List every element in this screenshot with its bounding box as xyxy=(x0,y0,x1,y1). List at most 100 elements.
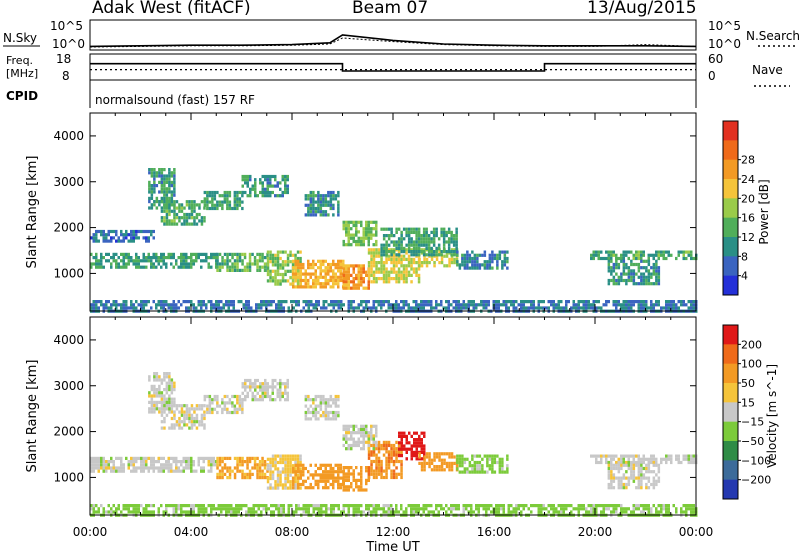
colorbar-segment xyxy=(723,344,738,365)
y-tick-label: 2000 xyxy=(53,221,84,235)
colorbar-tick-label: 200 xyxy=(741,338,762,351)
x-axis-label: Time UT xyxy=(365,540,419,554)
colorbar-tick-label: 50 xyxy=(741,377,755,390)
colorbar-tick-label: 28 xyxy=(741,154,755,167)
colorbar-segment xyxy=(723,441,738,461)
x-tick-label: 00:00 xyxy=(679,525,714,539)
power-region-8 xyxy=(266,250,302,286)
colorbar-frame xyxy=(722,120,739,296)
velocity-ylabel: Slant Range [km] xyxy=(25,360,40,473)
colorbar-tick-label: 15 xyxy=(741,396,755,409)
freq-tick-bottom: 8 xyxy=(62,69,70,83)
velocity-region-1 xyxy=(160,404,206,430)
cpid-label: CPID xyxy=(6,89,38,103)
velocity-region-10 xyxy=(367,440,403,480)
noise-right-label: N.Search xyxy=(746,29,800,43)
velocity-region-9 xyxy=(342,466,370,492)
velocity-region-0 xyxy=(148,372,176,414)
colorbar-tick-label: −200 xyxy=(741,474,771,487)
velocity-region-3 xyxy=(241,378,289,402)
power-region-9 xyxy=(292,259,345,289)
date-title: 13/Aug/2015 xyxy=(587,0,697,18)
velocity-region-2 xyxy=(203,394,244,415)
colorbar-tick-label: 12 xyxy=(741,231,755,244)
x-tick-label: 20:00 xyxy=(578,525,613,539)
x-tick-label: 04:00 xyxy=(174,525,209,539)
noise-series-n-sky xyxy=(89,34,697,48)
power-region-4 xyxy=(304,190,340,217)
power-region-15 xyxy=(456,250,509,270)
frequency-panel: Freq. [MHz] 18 8 60 0 Nave xyxy=(6,52,790,87)
velocity-panel: 1000 2000 3000 4000 00:00 04:00 08:00 12:00 16:0… xyxy=(25,316,779,554)
power-region-16 xyxy=(590,250,698,261)
noise-right-tick-bottom: 10^0 xyxy=(708,37,741,51)
x-tick-label: 00:00 xyxy=(73,525,108,539)
colorbar-tick-label: −15 xyxy=(741,416,764,429)
velocity-region-7 xyxy=(266,454,302,490)
y-tick-label: 4000 xyxy=(53,333,84,347)
y-tick-label: 2000 xyxy=(53,425,84,439)
velocity-region-16 xyxy=(607,463,661,490)
velocity-region-6 xyxy=(216,456,269,480)
noise-left-label: N.Sky xyxy=(3,31,37,45)
y-tick-label: 1000 xyxy=(53,266,84,280)
x-tick-label: 16:00 xyxy=(477,525,512,539)
velocity-region-15 xyxy=(590,454,698,465)
velocity-region-4 xyxy=(304,394,340,421)
y-tick-label: 1000 xyxy=(53,470,84,484)
y-tick-label: 3000 xyxy=(53,379,84,393)
power-colorbar-label: Power [dB] xyxy=(757,179,771,244)
x-tick-label: 08:00 xyxy=(275,525,310,539)
colorbar-tick-label: 24 xyxy=(741,173,755,186)
y-tick-label: 4000 xyxy=(53,129,84,143)
velocity-region-5 xyxy=(90,456,218,473)
cpid-panel: CPID normalsound (fast) 157 RF xyxy=(6,80,697,108)
beam-title: Beam 07 xyxy=(352,0,429,18)
colorbar-segment xyxy=(723,256,738,277)
freq-label-line1: Freq. xyxy=(6,54,33,67)
power-region-6 xyxy=(90,252,218,269)
velocity-colorbar-label: Velocity [m s^-1] xyxy=(765,364,779,468)
power-region-14 xyxy=(380,227,458,257)
colorbar-tick-label: −50 xyxy=(741,435,764,448)
noise-left-tick-bottom: 10^0 xyxy=(52,37,85,51)
colorbar-segment xyxy=(723,275,738,296)
noise-panel: N.Sky 10^5 10^0 10^5 10^0 N.Search xyxy=(3,19,800,51)
velocity-region-11 xyxy=(398,431,426,461)
colorbar-segment xyxy=(723,363,738,384)
colorbar-tick-label: 100 xyxy=(741,358,762,371)
y-tick-label: 3000 xyxy=(53,175,84,189)
colorbar-tick-label: 20 xyxy=(741,192,755,205)
colorbar-segment xyxy=(723,217,738,238)
colorbar-segment xyxy=(723,402,738,423)
power-region-2 xyxy=(203,190,244,211)
colorbar-segment xyxy=(723,460,738,481)
colorbar-tick-label: 16 xyxy=(741,212,755,225)
colorbar-tick-label: 4 xyxy=(741,270,748,283)
power-region-13 xyxy=(342,220,378,247)
nave-tick-top: 60 xyxy=(708,52,723,66)
colorbar-segment xyxy=(723,479,738,500)
colorbar-segment xyxy=(723,198,738,219)
power-region-1 xyxy=(160,200,206,226)
colorbar-segment xyxy=(723,325,738,345)
power-panel: 1000 2000 3000 4000 Slant Range [km] 4 8 12 16… xyxy=(25,112,771,313)
velocity-region-13 xyxy=(342,424,378,451)
power-region-7 xyxy=(216,252,269,272)
noise-right-tick-top: 10^5 xyxy=(708,19,741,33)
station-title: Adak West (fitACF) xyxy=(92,0,251,18)
freq-tick-top: 18 xyxy=(56,52,71,66)
colorbar-segment xyxy=(723,121,738,141)
noise-series-n-search xyxy=(89,37,697,48)
colorbar-segment xyxy=(723,237,738,257)
colorbar-segment xyxy=(723,179,738,199)
colorbar-segment xyxy=(723,383,738,403)
freq-label-line2: [MHz] xyxy=(6,67,38,80)
nave-tick-bottom: 0 xyxy=(708,69,716,83)
colorbar-tick-label: −100 xyxy=(741,454,771,467)
power-ylabel: Slant Range [km] xyxy=(25,156,40,269)
nave-label: Nave xyxy=(752,63,783,77)
power-region-3 xyxy=(241,174,289,198)
noise-left-tick-top: 10^5 xyxy=(50,19,83,33)
